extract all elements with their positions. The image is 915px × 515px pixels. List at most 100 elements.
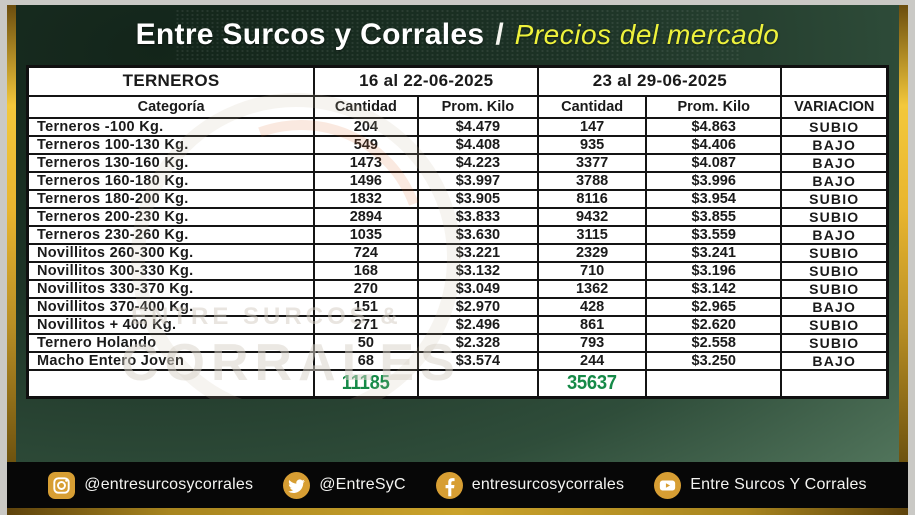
avg1-cell: $3.221 <box>416 242 540 263</box>
variation-cell: BAJO <box>780 134 889 155</box>
table-row: Terneros 130-160 Kg. 1473 $4.223 3377 $4.087… <box>26 152 889 173</box>
table-totals-row: 11185 35637 <box>26 368 889 399</box>
page-subtitle: Precios del mercado <box>514 19 780 50</box>
category-cell: Macho Entero Joven <box>26 350 316 371</box>
gold-border-left <box>7 5 16 462</box>
table-row: Macho Entero Joven 68 $3.574 244 $3.250 BAJO <box>26 350 889 371</box>
qty2-cell: 428 <box>537 296 647 317</box>
title-band: Entre Surcos y Corrales / Precios del me… <box>16 5 899 65</box>
table-row: Novillitos 260-300 Kg. 724 $3.221 2329 $3.24… <box>26 242 889 263</box>
instagram-icon <box>48 471 76 499</box>
variation-cell: BAJO <box>780 296 889 317</box>
group-header-empty <box>780 65 889 97</box>
table-row: Terneros 200-230 Kg. 2894 $3.833 9432 $3.855… <box>26 206 889 227</box>
avg1-cell: $3.630 <box>416 224 540 245</box>
qty2-cell: 861 <box>537 314 647 335</box>
qty1-cell: 68 <box>313 350 419 371</box>
qty2-cell: 2329 <box>537 242 647 263</box>
qty1-cell: 1473 <box>313 152 419 173</box>
category-cell: Terneros 160-180 Kg. <box>26 170 316 191</box>
totals-empty-category <box>26 368 316 399</box>
variation-cell: BAJO <box>780 152 889 173</box>
variation-cell: SUBIO <box>780 332 889 353</box>
variation-cell: BAJO <box>780 170 889 191</box>
avg1-cell: $3.049 <box>416 278 540 299</box>
page-title: Entre Surcos y Corrales <box>135 18 485 51</box>
facebook-handle: entresurcosycorrales <box>471 476 625 493</box>
table-row: Ternero Holando 50 $2.328 793 $2.558 SUBIO <box>26 332 889 353</box>
table-row: Terneros 230-260 Kg. 1035 $3.630 3115 $3.559… <box>26 224 889 245</box>
avg2-cell: $2.620 <box>644 314 783 335</box>
qty1-cell: 50 <box>313 332 419 353</box>
avg2-cell: $3.855 <box>644 206 783 227</box>
col-header-category: Categoría <box>26 94 316 119</box>
avg1-cell: $3.997 <box>416 170 540 191</box>
price-table-area: TERNEROS 16 al 22-06-2025 23 al 29-06-20… <box>26 65 889 399</box>
variation-cell: SUBIO <box>780 278 889 299</box>
avg1-cell: $3.574 <box>416 350 540 371</box>
table-group-header-row: TERNEROS 16 al 22-06-2025 23 al 29-06-20… <box>26 65 889 97</box>
total-qty2: 35637 <box>541 368 643 399</box>
category-cell: Novillitos 260-300 Kg. <box>26 242 316 263</box>
qty2-cell: 3115 <box>537 224 647 245</box>
qty2-cell: 793 <box>537 332 647 353</box>
qty1-cell: 2894 <box>313 206 419 227</box>
avg2-cell: $3.559 <box>644 224 783 245</box>
qty2-cell: 935 <box>537 134 647 155</box>
group-header-period2: 23 al 29-06-2025 <box>537 65 783 97</box>
outer-frame: Entre Surcos y Corrales / Precios del me… <box>7 5 908 515</box>
qty2-cell: 9432 <box>537 206 647 227</box>
table-row: Novillitos 330-370 Kg. 270 $3.049 1362 $3.14… <box>26 278 889 299</box>
col-header-qty1: Cantidad <box>313 94 419 119</box>
variation-cell: BAJO <box>780 224 889 245</box>
col-header-variation: VARIACION <box>780 94 889 119</box>
avg1-cell: $3.132 <box>416 260 540 281</box>
variation-cell: SUBIO <box>780 260 889 281</box>
social-footer: @entresurcosycorrales @EntreSyC <box>7 462 908 508</box>
category-cell: Terneros 230-260 Kg. <box>26 224 316 245</box>
qty1-cell: 270 <box>313 278 419 299</box>
youtube-channel: Entre Surcos Y Corrales <box>690 476 867 493</box>
qty2-cell: 147 <box>537 116 647 137</box>
category-cell: Terneros 100-130 Kg. <box>26 134 316 155</box>
instagram-handle: @entresurcosycorrales <box>84 476 254 493</box>
col-header-qty2: Cantidad <box>537 94 647 119</box>
qty1-cell: 549 <box>313 134 419 155</box>
social-youtube: Entre Surcos Y Corrales <box>654 471 867 499</box>
avg1-cell: $4.479 <box>416 116 540 137</box>
category-cell: Novillitos 330-370 Kg. <box>26 278 316 299</box>
category-cell: Terneros 180-200 Kg. <box>26 188 316 209</box>
qty1-cell: 1832 <box>313 188 419 209</box>
category-cell: Novillitos + 400 Kg. <box>26 314 316 335</box>
totals-empty-avg2 <box>644 368 783 399</box>
main-panel: Entre Surcos y Corrales / Precios del me… <box>7 5 908 462</box>
social-twitter: @EntreSyC <box>283 471 406 499</box>
qty1-cell: 204 <box>313 116 419 137</box>
gold-border-right <box>899 5 908 462</box>
twitter-handle: @EntreSyC <box>319 476 406 493</box>
avg2-cell: $3.196 <box>644 260 783 281</box>
table-row: Novillitos 370-400 Kg. 151 $2.970 428 $2.965… <box>26 296 889 317</box>
category-cell: Novillitos 370-400 Kg. <box>26 296 316 317</box>
qty1-cell: 271 <box>313 314 419 335</box>
qty1-cell: 151 <box>313 296 419 317</box>
avg2-cell: $4.087 <box>644 152 783 173</box>
avg1-cell: $3.833 <box>416 206 540 227</box>
table-rows: Terneros -100 Kg. 204 $4.479 147 $4.863 SUBIO… <box>26 116 889 371</box>
qty2-cell: 3788 <box>537 170 647 191</box>
category-cell: Terneros 200-230 Kg. <box>26 206 316 227</box>
avg2-cell: $3.996 <box>644 170 783 191</box>
gold-border-bottom <box>7 508 908 515</box>
avg2-cell: $3.954 <box>644 188 783 209</box>
qty2-cell: 8116 <box>537 188 647 209</box>
facebook-icon <box>435 471 463 499</box>
avg2-cell: $3.250 <box>644 350 783 371</box>
total-qty1: 11185 <box>317 368 415 399</box>
variation-cell: SUBIO <box>780 188 889 209</box>
table-column-header-row: Categoría Cantidad Prom. Kilo Cantidad P… <box>26 94 889 119</box>
social-instagram: @entresurcosycorrales <box>48 471 254 499</box>
variation-cell: SUBIO <box>780 314 889 335</box>
table-row: Novillitos 300-330 Kg. 168 $3.132 710 $3.196… <box>26 260 889 281</box>
qty2-cell: 710 <box>537 260 647 281</box>
